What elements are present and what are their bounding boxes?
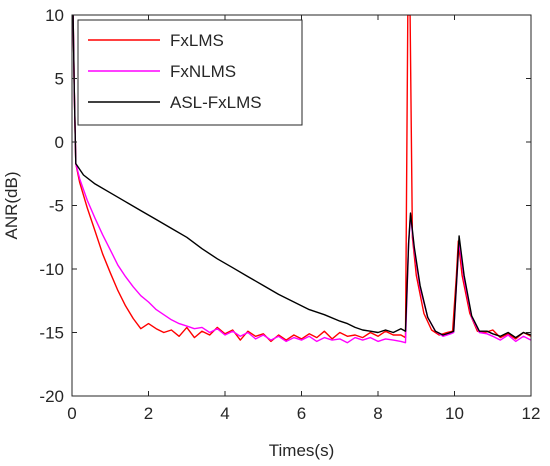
x-tick-label: 10	[445, 404, 464, 423]
series-layer	[72, 15, 531, 344]
legend-label: ASL-FxLMS	[170, 93, 262, 112]
x-tick-label: 6	[297, 404, 306, 423]
legend: FxLMS FxNLMS ASL-FxLMS	[77, 19, 303, 126]
y-tick-label: -20	[39, 387, 64, 406]
y-axis-ticks: -20 -15 -10 -5 0 5 10	[39, 6, 531, 406]
legend-label: FxLMS	[170, 31, 224, 50]
x-tick-label: 0	[67, 404, 76, 423]
legend-box	[77, 19, 303, 126]
series-line-asl-fxlms	[72, 15, 531, 339]
y-tick-label: 10	[45, 6, 64, 25]
y-tick-label: 0	[55, 133, 64, 152]
x-tick-label: 4	[220, 404, 229, 423]
y-tick-label: -5	[49, 197, 64, 216]
y-tick-label: 5	[55, 70, 64, 89]
y-tick-label: -10	[39, 260, 64, 279]
series-line-fxlms	[72, 15, 531, 343]
legend-label: FxNLMS	[170, 62, 236, 81]
x-axis-ticks: 0 2 4 6 8 10 12	[67, 15, 540, 423]
x-tick-label: 8	[373, 404, 382, 423]
y-axis-label: ANR(dB)	[2, 171, 21, 239]
x-axis-label: Times(s)	[269, 441, 334, 460]
y-tick-label: -15	[39, 324, 64, 343]
x-tick-label: 12	[522, 404, 541, 423]
x-tick-label: 2	[144, 404, 153, 423]
